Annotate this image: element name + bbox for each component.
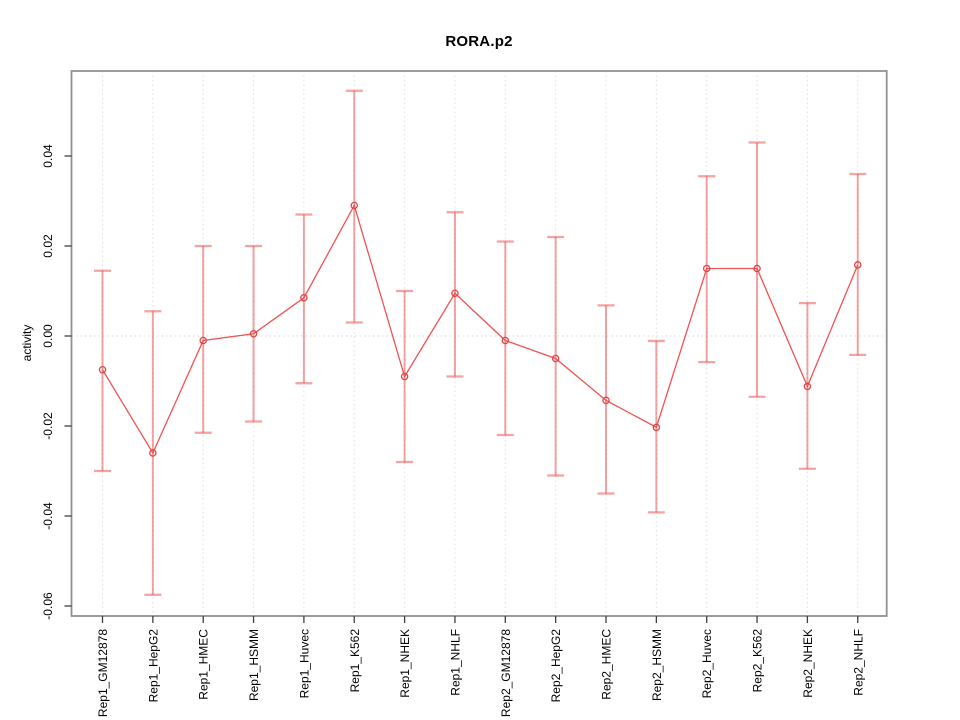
chart-title: RORA.p2 — [445, 33, 513, 50]
y-tick-label: 0.02 — [41, 234, 55, 258]
data-point-marker — [652, 423, 661, 432]
data-point-marker — [98, 365, 107, 374]
data-point-marker — [249, 329, 258, 338]
data-point-marker — [199, 336, 207, 345]
x-category-label: Rep1_HepG2 — [146, 629, 160, 703]
data-point-marker — [350, 201, 358, 210]
y-tick-label: 0.04 — [41, 144, 55, 168]
y-axis-label: activity — [20, 324, 34, 362]
data-point-marker — [753, 264, 761, 273]
y-tick-label: -0.04 — [41, 502, 55, 530]
data-point-marker — [501, 336, 510, 345]
plot-box — [70, 70, 888, 617]
x-category-label: Rep1_NHLF — [448, 629, 462, 696]
data-point-marker — [400, 372, 409, 381]
data-point-marker — [702, 264, 711, 273]
x-category-label: Rep2_K562 — [751, 629, 765, 693]
x-category-label: Rep2_HepG2 — [549, 629, 563, 703]
y-tick-label: 0.00 — [41, 324, 55, 348]
x-category-label: Rep2_HMEC — [600, 629, 614, 700]
x-category-label: Rep1_HSMM — [247, 629, 261, 701]
data-point-marker — [300, 293, 308, 302]
y-tick-label: -0.06 — [41, 592, 55, 620]
x-category-label: Rep1_Huvec — [297, 629, 311, 698]
x-category-label: Rep2_NHEK — [801, 629, 815, 698]
data-point-marker — [803, 382, 812, 391]
data-point-marker — [149, 449, 157, 457]
x-category-label: Rep2_HSMM — [650, 629, 664, 701]
x-category-label: Rep1_HMEC — [197, 629, 211, 700]
y-tick-label: -0.02 — [41, 412, 55, 440]
series-line — [101, 203, 859, 455]
data-point-marker — [854, 261, 862, 269]
x-category-label: Rep1_NHEK — [398, 629, 412, 698]
x-category-label: Rep2_GM12878 — [499, 629, 513, 717]
x-category-label: Rep1_GM12878 — [96, 629, 110, 717]
data-point-marker — [451, 289, 459, 297]
x-category-label: Rep2_Huvec — [700, 629, 714, 698]
data-point-marker — [602, 396, 610, 405]
x-category-label: Rep2_NHLF — [851, 629, 865, 696]
data-point-marker — [551, 354, 560, 363]
x-category-label: Rep1_K562 — [348, 629, 362, 693]
